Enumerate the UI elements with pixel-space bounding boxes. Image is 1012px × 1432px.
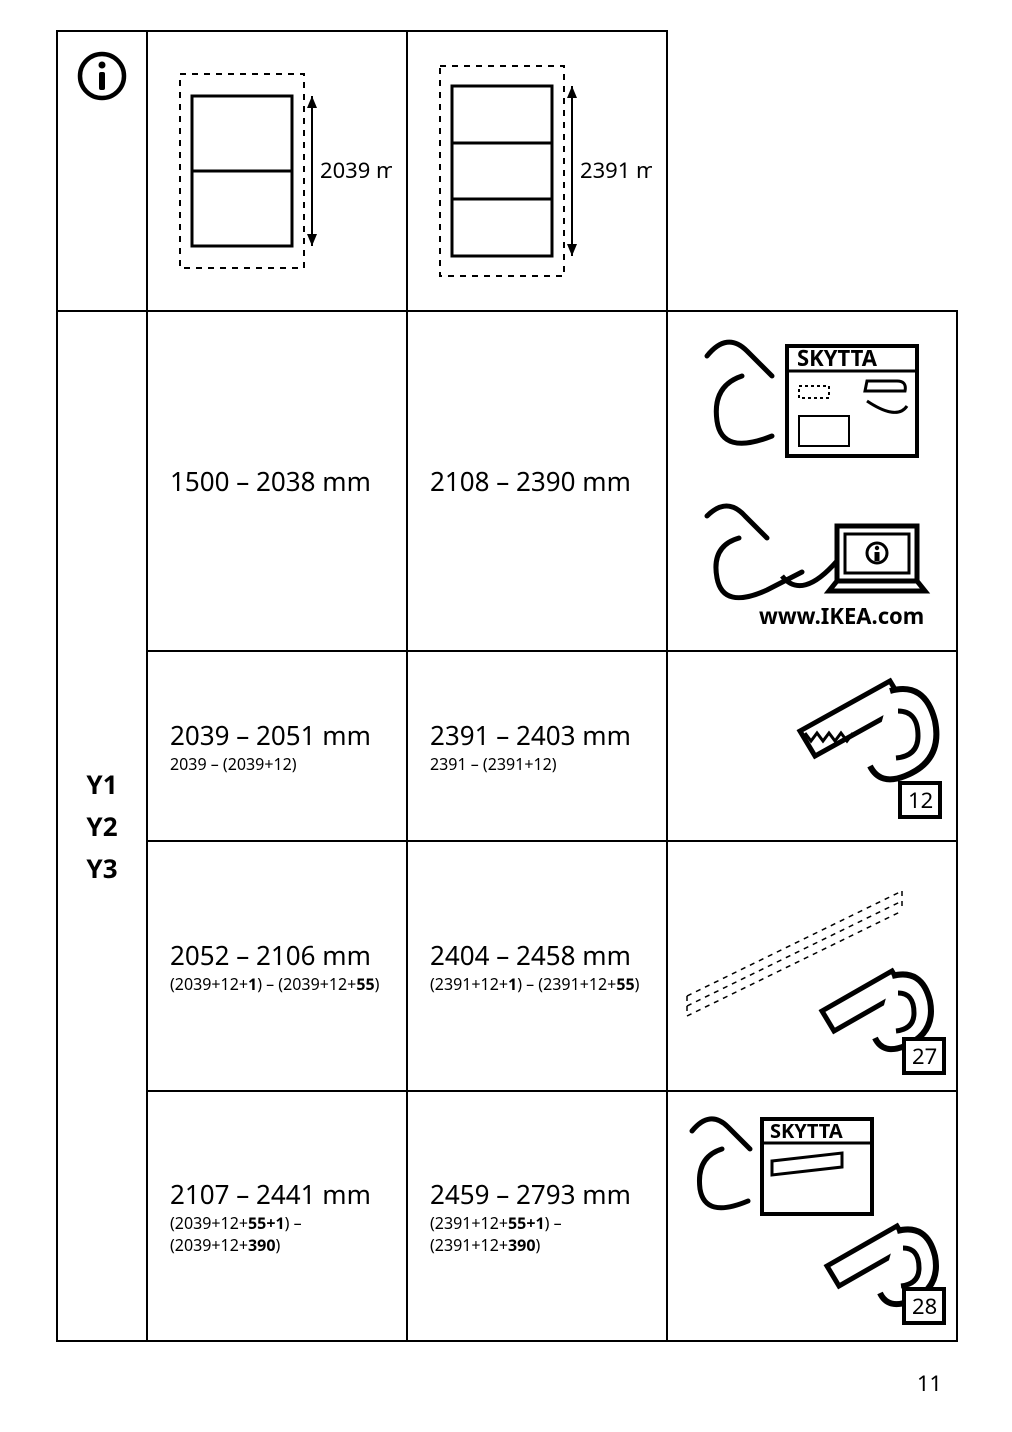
skytta-booklet-icon: SKYTTA bbox=[687, 326, 937, 476]
r1c2-range: 2108 – 2390 mm bbox=[430, 463, 644, 499]
r3c1-range: 2052 – 2106 mm bbox=[170, 937, 384, 973]
ikea-website-label: www.IKEA.com bbox=[759, 601, 924, 631]
r2c2-formula: 2391 – (2391+12) bbox=[430, 753, 644, 775]
r2c1-range: 2039 – 2051 mm bbox=[170, 717, 384, 753]
door-b-cell: 2391 mm bbox=[407, 31, 667, 311]
r4c1-range: 2107 – 2441 mm bbox=[170, 1176, 384, 1212]
saw-icon: 12 bbox=[780, 661, 950, 831]
page-ref-12: 12 bbox=[908, 785, 933, 815]
r2c2-range: 2391 – 2403 mm bbox=[430, 717, 644, 753]
y2-label: Y2 bbox=[86, 808, 117, 844]
r4c2-formula: (2391+12+55+1) – (2391+12+390) bbox=[430, 1212, 644, 1256]
r1c1-range: 1500 – 2038 mm bbox=[170, 463, 384, 499]
r2c1: 2039 – 2051 mm 2039 – (2039+12) bbox=[147, 651, 407, 841]
page-ref-27: 27 bbox=[912, 1041, 937, 1071]
r4c2: 2459 – 2793 mm (2391+12+55+1) – (2391+12… bbox=[407, 1091, 667, 1341]
door-a-cell: 2039 mm bbox=[147, 31, 407, 311]
r1c3: SKYTTA bbox=[667, 311, 957, 651]
skytta-label-2: SKYTTA bbox=[770, 1117, 843, 1144]
door-a-diagram: 2039 mm bbox=[162, 56, 392, 286]
y-axis-cell: Y1 Y2 Y3 bbox=[57, 311, 147, 1341]
info-icon-cell bbox=[57, 31, 147, 311]
booklet-saw-icon: SKYTTA 28 bbox=[672, 1101, 952, 1331]
r3c2-formula: (2391+12+1) – (2391+12+55) bbox=[430, 973, 644, 995]
y1-label: Y1 bbox=[86, 766, 117, 802]
r2c2: 2391 – 2403 mm 2391 – (2391+12) bbox=[407, 651, 667, 841]
info-icon bbox=[76, 50, 128, 102]
blank-cell bbox=[667, 31, 957, 311]
r2c1-formula: 2039 – (2039+12) bbox=[170, 753, 384, 775]
y3-label: Y3 bbox=[86, 850, 117, 886]
page-ref-28: 28 bbox=[912, 1291, 937, 1321]
ikea-website-icon: www.IKEA.com bbox=[687, 496, 937, 636]
r2c3: 12 bbox=[667, 651, 957, 841]
r1c2: 2108 – 2390 mm bbox=[407, 311, 667, 651]
r4c3: SKYTTA 28 bbox=[667, 1091, 957, 1341]
r3c1: 2052 – 2106 mm (2039+12+1) – (2039+12+55… bbox=[147, 841, 407, 1091]
skytta-label-1: SKYTTA bbox=[797, 343, 878, 373]
page-number: 11 bbox=[917, 1368, 942, 1398]
door-b-height-label: 2391 mm bbox=[580, 155, 652, 185]
rail-saw-icon: 27 bbox=[672, 851, 952, 1081]
door-a-height-label: 2039 mm bbox=[320, 155, 392, 185]
r4c2-range: 2459 – 2793 mm bbox=[430, 1176, 644, 1212]
door-b-diagram: 2391 mm bbox=[422, 56, 652, 286]
r4c1: 2107 – 2441 mm (2039+12+55+1) – (2039+12… bbox=[147, 1091, 407, 1341]
r1c1: 1500 – 2038 mm bbox=[147, 311, 407, 651]
r4c1-formula: (2039+12+55+1) – (2039+12+390) bbox=[170, 1212, 384, 1256]
r3c2: 2404 – 2458 mm (2391+12+1) – (2391+12+55… bbox=[407, 841, 667, 1091]
r3c1-formula: (2039+12+1) – (2039+12+55) bbox=[170, 973, 384, 995]
r3c2-range: 2404 – 2458 mm bbox=[430, 937, 644, 973]
r3c3: 27 bbox=[667, 841, 957, 1091]
